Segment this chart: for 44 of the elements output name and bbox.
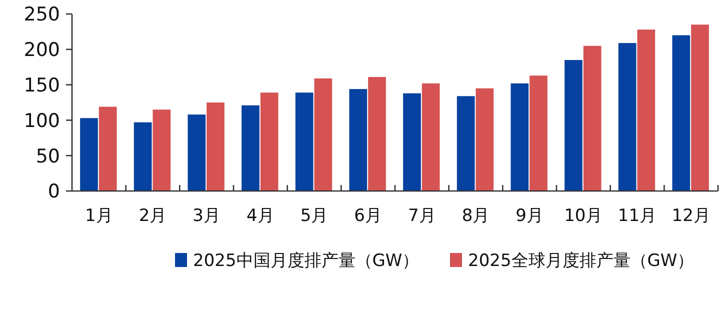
x-tick-label: 6月: [354, 206, 382, 226]
bar: [80, 118, 98, 191]
x-tick-label: 5月: [300, 206, 328, 226]
bar: [618, 43, 636, 191]
x-tick-label: 2月: [138, 206, 167, 226]
bar: [637, 30, 656, 191]
bar: [368, 77, 386, 191]
x-tick-label: 9月: [516, 206, 544, 226]
x-tick-label: 7月: [408, 206, 436, 226]
bar: [476, 88, 494, 191]
legend-label: 2025中国月度排产量（GW）: [193, 250, 420, 271]
y-tick-label: 100: [24, 110, 60, 132]
legend-label: 2025全球月度排产量（GW）: [468, 250, 694, 271]
bar: [98, 106, 117, 191]
y-tick-label: 0: [48, 180, 60, 203]
bar: [314, 78, 332, 191]
bar: [583, 46, 602, 191]
y-tick-label: 150: [24, 74, 60, 96]
bar: [403, 93, 421, 191]
x-tick-label: 4月: [246, 206, 274, 226]
bar: [422, 83, 440, 191]
bar: [260, 92, 278, 191]
bar: [188, 114, 206, 191]
x-tick-label: 12月: [672, 206, 710, 226]
bar: [134, 122, 152, 191]
bar: [349, 89, 368, 191]
bar: [152, 110, 171, 191]
y-tick-label: 50: [36, 145, 60, 168]
x-tick-label: 1月: [85, 206, 113, 226]
x-tick-label: 10月: [564, 206, 603, 226]
bar: [530, 76, 548, 191]
y-tick-label: 200: [24, 39, 60, 62]
bar: [564, 60, 582, 191]
bar: [456, 96, 475, 191]
y-tick-label: 250: [24, 4, 60, 26]
x-tick-label: 8月: [462, 206, 490, 226]
bar: [242, 105, 260, 191]
bar: [510, 83, 529, 191]
x-tick-label: 11月: [618, 206, 657, 226]
bar: [672, 35, 690, 191]
bar: [295, 92, 314, 191]
bar: [691, 24, 709, 191]
bar: [206, 102, 224, 191]
x-tick-label: 3月: [192, 206, 220, 226]
